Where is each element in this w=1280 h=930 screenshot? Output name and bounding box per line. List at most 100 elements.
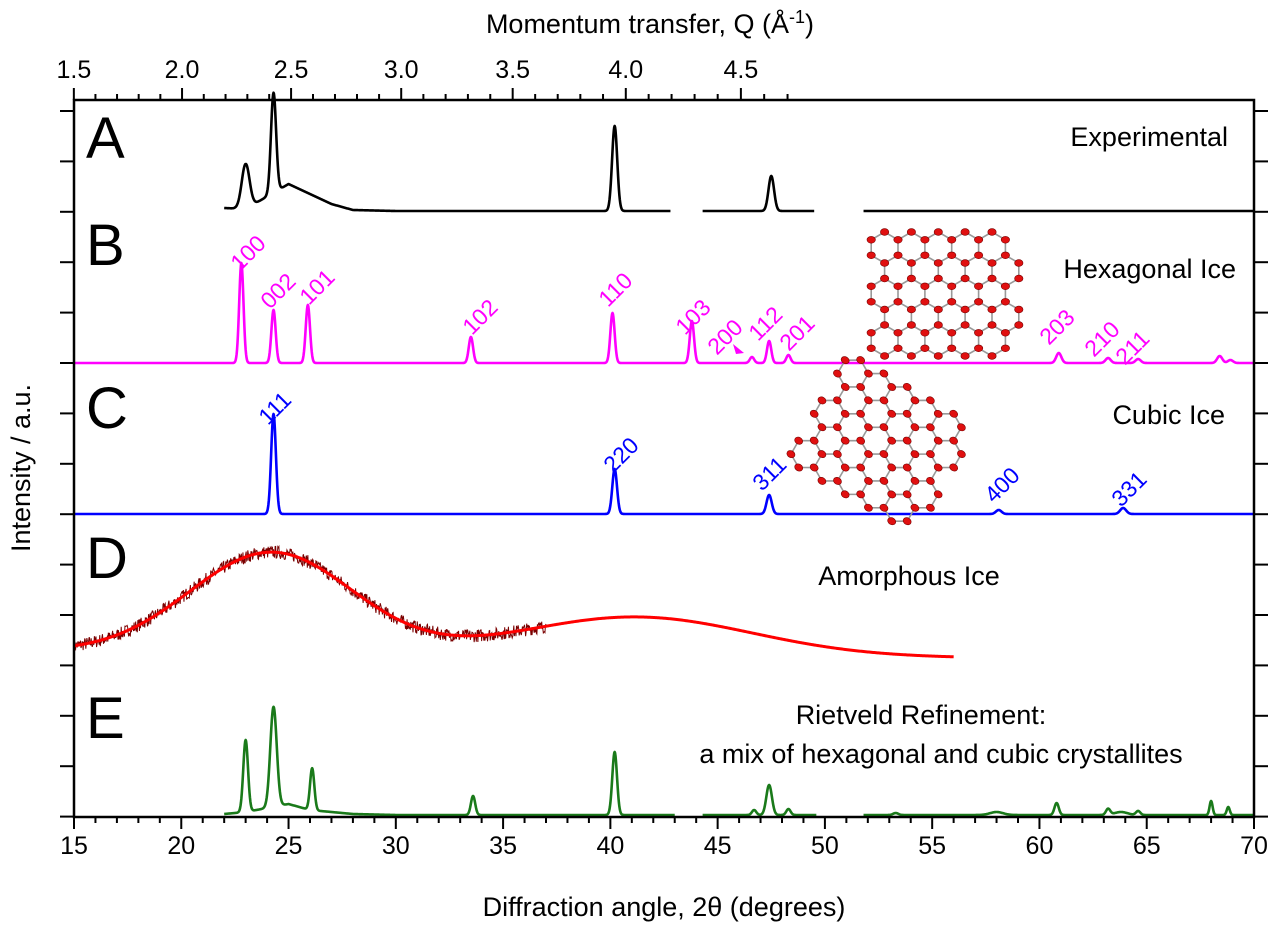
cubic-lattice-inset-atom bbox=[817, 476, 827, 485]
peak-label-c-400: 400 bbox=[979, 462, 1025, 508]
hexagonal-lattice-inset-atom bbox=[866, 251, 876, 260]
x-tick-label: 25 bbox=[275, 832, 303, 860]
hexagonal-lattice-inset-atom bbox=[893, 329, 903, 337]
q-tick-label: 3.0 bbox=[384, 56, 419, 84]
x-tick-label: 50 bbox=[811, 832, 839, 860]
cubic-lattice-inset-atom bbox=[910, 477, 920, 485]
cubic-lattice-inset-atom bbox=[933, 409, 943, 418]
hexagonal-lattice-inset-atom bbox=[866, 298, 876, 306]
cubic-lattice-inset-atom bbox=[786, 450, 796, 459]
hexagonal-lattice-inset-atom bbox=[906, 352, 916, 360]
hexagonal-lattice-inset-atom bbox=[974, 251, 984, 260]
cubic-lattice-inset-atom bbox=[794, 436, 804, 445]
hexagonal-lattice-inset-atom bbox=[920, 298, 930, 306]
cubic-lattice-inset-atom bbox=[910, 423, 920, 432]
peak-label-c-220: 220 bbox=[598, 432, 644, 478]
hexagonal-lattice-inset-atom bbox=[906, 305, 916, 314]
hexagonal-lattice-inset-atom bbox=[987, 321, 997, 329]
trace-a-segment-1 bbox=[223, 91, 672, 213]
cubic-lattice-inset-atom bbox=[879, 503, 889, 512]
cubic-lattice-inset-atom bbox=[833, 396, 842, 405]
hexagonal-lattice-inset-atom bbox=[893, 344, 903, 352]
panel-subtitle-e: a mix of hexagonal and cubic crystallite… bbox=[699, 739, 1182, 769]
cubic-lattice-inset-atom bbox=[887, 409, 897, 418]
cubic-lattice-inset-atom bbox=[864, 423, 873, 432]
hexagonal-lattice-inset-atom bbox=[920, 344, 930, 352]
hexagonal-lattice-inset-atom bbox=[893, 251, 903, 260]
peak-label-c-331: 331 bbox=[1106, 466, 1152, 512]
cubic-lattice-inset-atom bbox=[902, 517, 912, 526]
cubic-lattice-inset-atom bbox=[926, 477, 935, 485]
cubic-lattice-inset-atom bbox=[887, 490, 897, 499]
axes: 15 20 25 30 35 40 45 50 55 60 65 70 Diffraction angl… bbox=[6, 7, 1268, 922]
x-axis-title: Diffraction angle, 2θ (degrees) bbox=[483, 892, 846, 922]
hexagonal-lattice-inset-atom bbox=[1000, 329, 1010, 337]
cubic-lattice-inset-atom bbox=[902, 463, 912, 472]
cubic-lattice-inset-atom bbox=[864, 477, 873, 485]
hexagonal-lattice-inset-atom bbox=[893, 298, 903, 306]
hexagonal-lattice-inset-atom bbox=[933, 321, 943, 329]
hexagonal-lattice-inset-atom bbox=[1014, 274, 1024, 283]
x2-axis-title: Momentum transfer, Q (Å-1) bbox=[486, 7, 814, 39]
hexagonal-lattice-inset-atom bbox=[880, 274, 890, 283]
hexagonal-lattice-inset-atom bbox=[920, 236, 930, 244]
hexagonal-lattice-inset-atom bbox=[987, 274, 997, 283]
x-axis-top: 1.5 2.0 2.5 3.0 3.5 4.0 4.5 Momentum transfer, … bbox=[56, 7, 814, 100]
cubic-lattice-inset-atom bbox=[856, 383, 865, 391]
hexagonal-lattice-inset-atom bbox=[1000, 344, 1010, 352]
cubic-lattice-inset-atom bbox=[840, 436, 850, 445]
cubic-lattice-inset-atom bbox=[833, 369, 842, 378]
cubic-lattice-inset-atom bbox=[949, 463, 958, 472]
panel-letter-e: E bbox=[86, 686, 125, 751]
plot-traces bbox=[73, 91, 1255, 817]
panel-b bbox=[73, 261, 1255, 365]
trace-c-segment-1 bbox=[73, 412, 1255, 516]
hexagonal-lattice-inset-atom bbox=[960, 274, 970, 283]
hexagonal-lattice-inset-atom bbox=[880, 305, 890, 314]
hexagonal-lattice-inset-atom bbox=[947, 344, 957, 352]
hexagonal-lattice-inset-atom bbox=[920, 251, 930, 260]
q-tick-label: 2.5 bbox=[274, 56, 309, 84]
hexagonal-lattice-inset-atom bbox=[987, 228, 997, 236]
hexagonal-lattice-inset-atom bbox=[866, 329, 876, 337]
cubic-lattice-inset-atom bbox=[926, 423, 935, 432]
cubic-lattice-inset-atom bbox=[817, 450, 827, 459]
cubic-lattice-inset-atom bbox=[817, 396, 827, 405]
cubic-lattice-inset-atom bbox=[833, 477, 842, 485]
cubic-lattice-inset-atom bbox=[910, 503, 920, 512]
lattice-insets bbox=[786, 228, 1024, 526]
x-tick-label: 35 bbox=[489, 832, 517, 860]
cubic-lattice-inset-atom bbox=[864, 450, 873, 458]
cubic-lattice-inset-atom bbox=[864, 503, 873, 512]
cubic-lattice-inset-atom bbox=[879, 423, 889, 432]
x-axis-bottom: 15 20 25 30 35 40 45 50 55 60 65 70 Diffraction angl… bbox=[60, 817, 1268, 922]
q-tick-label: 4.0 bbox=[608, 56, 643, 84]
trace-a-segment-2 bbox=[701, 174, 816, 213]
hexagonal-lattice-inset-atom bbox=[933, 259, 943, 267]
hexagonal-lattice-inset-atom bbox=[947, 282, 957, 290]
cubic-lattice-inset-atom bbox=[879, 450, 889, 459]
cubic-lattice-inset bbox=[786, 356, 966, 526]
cubic-lattice-inset-atom bbox=[833, 450, 842, 458]
hexagonal-lattice-inset-bonds bbox=[870, 231, 1020, 357]
hexagonal-lattice-inset-atom bbox=[1000, 298, 1010, 306]
q-tick-label: 4.5 bbox=[723, 56, 758, 84]
peak-200-arrow bbox=[733, 344, 744, 354]
cubic-lattice-inset-atom bbox=[949, 436, 958, 445]
hexagonal-lattice-inset-atom bbox=[880, 259, 890, 267]
hexagonal-lattice-inset-atom bbox=[960, 321, 970, 329]
cubic-lattice-inset-atom bbox=[926, 503, 935, 512]
amorphous-data-line bbox=[73, 544, 547, 653]
cubic-lattice-inset-atom bbox=[933, 463, 943, 472]
y-axis-left: Intensity / a.u. bbox=[6, 110, 1268, 818]
x-tick-label: 40 bbox=[596, 832, 624, 860]
cubic-lattice-inset-atom bbox=[957, 423, 966, 432]
cubic-lattice-inset-bonds bbox=[790, 359, 963, 523]
hexagonal-lattice-inset-atom bbox=[933, 352, 943, 360]
cubic-lattice-inset-atom bbox=[856, 490, 865, 499]
y-axis-title: Intensity / a.u. bbox=[6, 384, 36, 552]
cubic-lattice-inset-atom bbox=[840, 463, 850, 472]
hexagonal-lattice-inset-atom bbox=[987, 352, 997, 360]
cubic-lattice-inset-atom bbox=[856, 356, 866, 365]
